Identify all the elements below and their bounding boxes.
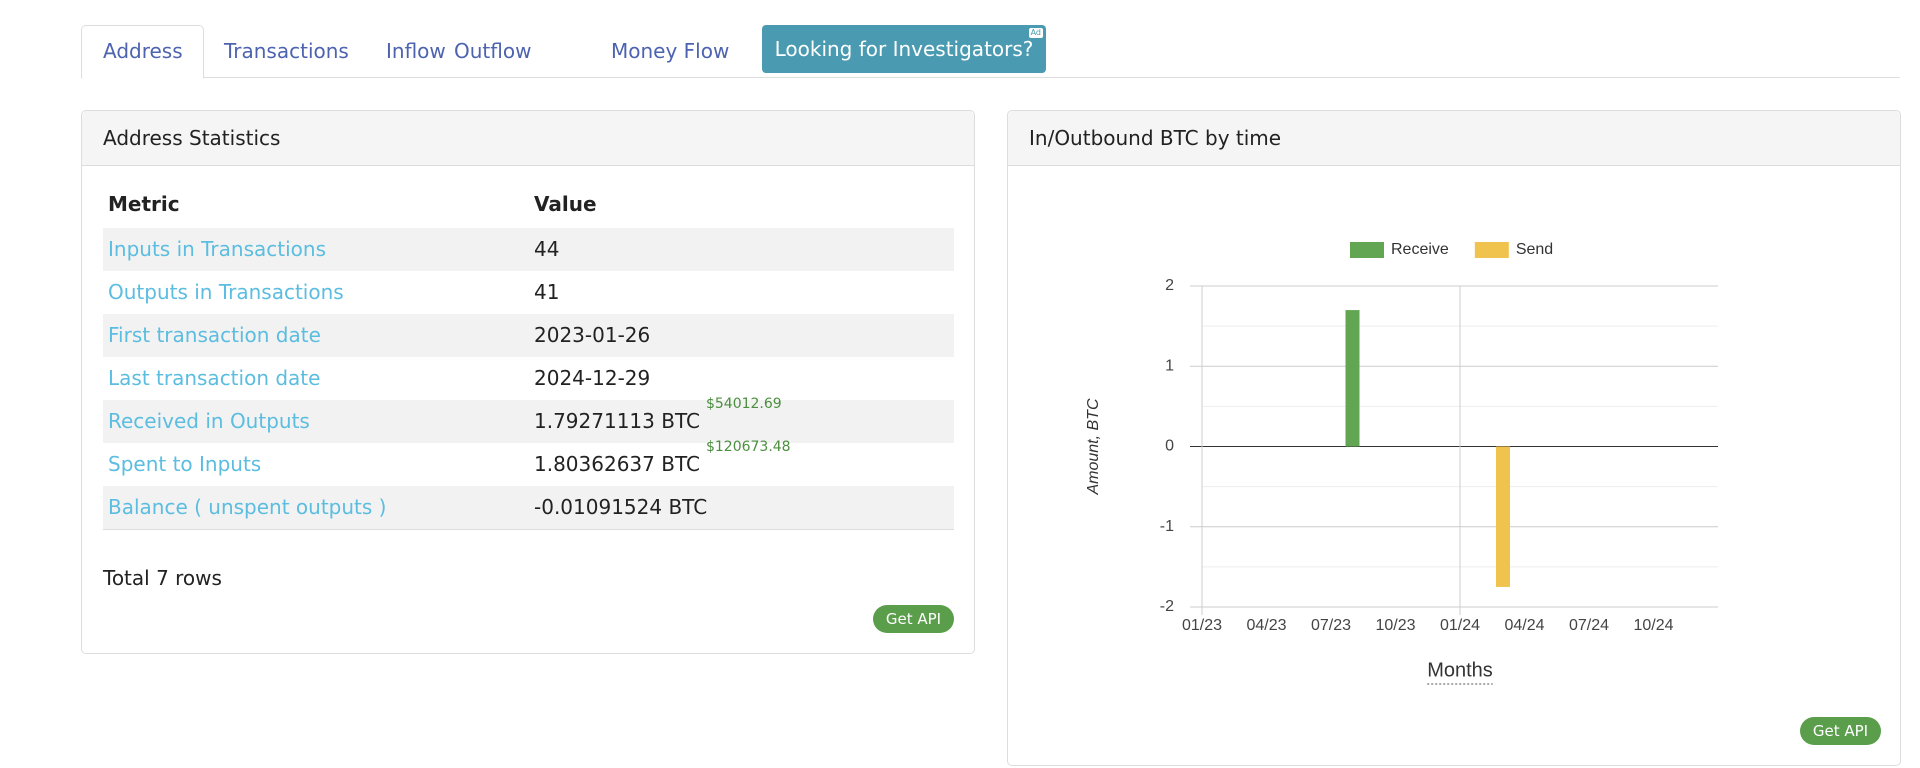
panel-title: Address Statistics bbox=[82, 111, 974, 166]
metric-value: 41 bbox=[534, 271, 559, 314]
tab[interactable]: Address bbox=[103, 39, 183, 63]
table-row: Spent to Inputs 1.80362637 BTC $120673.48 bbox=[103, 440, 954, 487]
bar bbox=[1496, 446, 1510, 587]
x-tick-label: 10/23 bbox=[1375, 617, 1415, 634]
col-header: Metric bbox=[108, 192, 180, 216]
usd-value: $120673.48 bbox=[705, 439, 791, 456]
usd-value: $54012.69 bbox=[705, 396, 782, 413]
y-axis-title: Amount, BTC bbox=[1085, 398, 1102, 495]
metric-link[interactable]: Spent to Inputs bbox=[108, 452, 262, 476]
tab[interactable]: Inflow bbox=[386, 39, 446, 63]
chart-panel: In/Outbound BTC by time bbox=[1007, 110, 1901, 766]
table-row: Inputs in Transactions 44 bbox=[103, 228, 954, 272]
bar bbox=[1345, 310, 1360, 447]
ad-label: Looking for Investigators? bbox=[774, 37, 1034, 61]
x-tick-label: 07/23 bbox=[1311, 617, 1351, 634]
panel-title: In/Outbound BTC by time bbox=[1008, 111, 1900, 166]
table-row: Balance ( unspent outputs ) -0.01091524 B… bbox=[103, 486, 954, 530]
tab[interactable]: Transactions bbox=[224, 39, 349, 63]
x-tick-label: 04/24 bbox=[1504, 617, 1544, 634]
x-tick-label: 10/24 bbox=[1633, 617, 1673, 634]
y-tick-label: 0 bbox=[1165, 438, 1174, 455]
y-tick-label: 1 bbox=[1165, 357, 1174, 374]
total-rows: Total 7 rows bbox=[103, 566, 222, 590]
metric-link[interactable]: Last transaction date bbox=[108, 366, 321, 390]
metric-value: 2023-01-26 bbox=[534, 314, 650, 357]
ad-button[interactable]: Looking for Investigators? Ad bbox=[762, 25, 1046, 73]
metric-value: 1.79271113 BTC $54012.69 bbox=[534, 397, 782, 443]
legend-label: Receive bbox=[1391, 241, 1449, 258]
legend-swatch bbox=[1350, 242, 1384, 258]
value-text: -0.01091524 BTC bbox=[534, 495, 708, 519]
metric-value: 44 bbox=[534, 228, 559, 271]
metric-link[interactable]: Outputs in Transactions bbox=[108, 280, 344, 304]
ad-badge: Ad bbox=[1028, 28, 1043, 38]
get-api[interactable]: Get API bbox=[1800, 717, 1881, 745]
metric-link[interactable]: Received in Outputs bbox=[108, 409, 310, 433]
metric-link[interactable]: Inputs in Transactions bbox=[108, 237, 326, 261]
tab-line bbox=[81, 77, 1900, 78]
active-tab-box bbox=[81, 25, 204, 79]
metric-value: 2024-12-29 bbox=[534, 357, 650, 400]
y-tick-label: -1 bbox=[1160, 518, 1174, 535]
metric-link[interactable]: First transaction date bbox=[108, 323, 321, 347]
value-text: 44 bbox=[534, 237, 560, 261]
metric-value: 1.80362637 BTC $120673.48 bbox=[534, 440, 791, 486]
tab[interactable]: Money Flow bbox=[611, 39, 730, 63]
value-text: 1.80362637 BTC bbox=[534, 452, 700, 476]
legend-swatch bbox=[1474, 242, 1509, 258]
x-tick-label: 01/23 bbox=[1182, 617, 1222, 634]
legend-label: Send bbox=[1516, 241, 1553, 258]
tab[interactable]: Outflow bbox=[454, 39, 532, 63]
y-tick-label: 2 bbox=[1165, 277, 1174, 294]
value-text: 41 bbox=[534, 280, 560, 304]
value-text: 2024-12-29 bbox=[534, 366, 651, 390]
y-tick-label: -2 bbox=[1160, 598, 1174, 615]
value-text: 1.79271113 BTC bbox=[534, 409, 700, 433]
table-row: Outputs in Transactions 41 bbox=[103, 271, 954, 315]
x-axis-title: Months bbox=[1427, 659, 1493, 681]
col-header: Value bbox=[534, 192, 597, 216]
value-text: 2023-01-26 bbox=[534, 323, 651, 347]
metric-link[interactable]: Balance ( unspent outputs ) bbox=[108, 495, 387, 519]
metric-value: -0.01091524 BTC bbox=[534, 486, 707, 529]
x-tick-label: 04/23 bbox=[1246, 617, 1286, 634]
get-api[interactable]: Get API bbox=[873, 605, 954, 633]
table-row: Last transaction date 2024-12-29 bbox=[103, 357, 954, 401]
x-tick-label: 07/24 bbox=[1569, 617, 1609, 634]
x-tick-label: 01/24 bbox=[1440, 617, 1480, 634]
